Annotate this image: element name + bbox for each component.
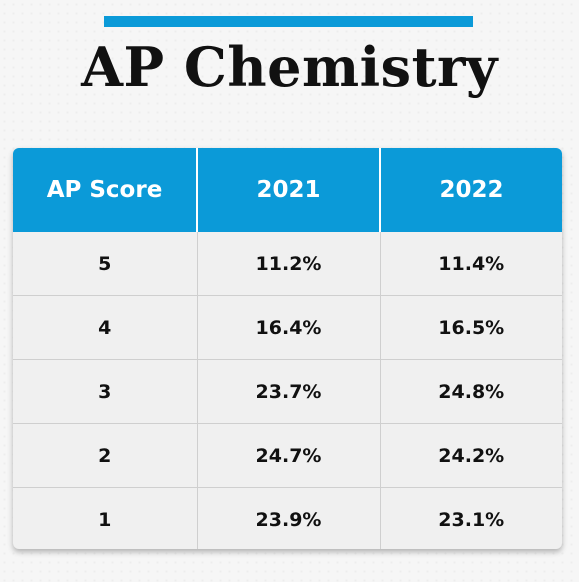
value-cell-2021: 23.9% [196, 487, 380, 549]
value-cell-2022: 11.4% [379, 232, 562, 296]
value-cell-2022: 24.8% [379, 359, 562, 424]
score-cell: 4 [13, 295, 197, 360]
page-title: AP Chemistry [81, 35, 498, 99]
value-cell-2021: 16.4% [196, 295, 380, 360]
score-distribution-table: AP Score 2021 2022 5 11.2% 11.4% 4 16.4%… [13, 148, 562, 549]
value-cell-2021: 24.7% [196, 423, 380, 488]
column-header-2022: 2022 [379, 148, 562, 232]
score-cell: 2 [13, 423, 197, 488]
value-cell-2022: 23.1% [379, 487, 562, 549]
score-cell: 1 [13, 487, 197, 549]
value-cell-2021: 11.2% [196, 232, 380, 296]
value-cell-2022: 16.5% [379, 295, 562, 360]
table-row: 4 16.4% 16.5% [13, 295, 562, 360]
table-row: 5 11.2% 11.4% [13, 232, 562, 296]
title-accent-bar [104, 16, 473, 27]
value-cell-2022: 24.2% [379, 423, 562, 488]
score-distribution-table-container: AP Score 2021 2022 5 11.2% 11.4% 4 16.4%… [13, 148, 562, 549]
table-row: 3 23.7% 24.8% [13, 359, 562, 424]
column-header-2021: 2021 [196, 148, 380, 232]
table-row: 1 23.9% 23.1% [13, 487, 562, 549]
table-header-row: AP Score 2021 2022 [13, 148, 562, 232]
value-cell-2021: 23.7% [196, 359, 380, 424]
column-header-ap-score: AP Score [13, 148, 197, 232]
score-cell: 3 [13, 359, 197, 424]
table-row: 2 24.7% 24.2% [13, 423, 562, 488]
score-cell: 5 [98, 252, 112, 275]
